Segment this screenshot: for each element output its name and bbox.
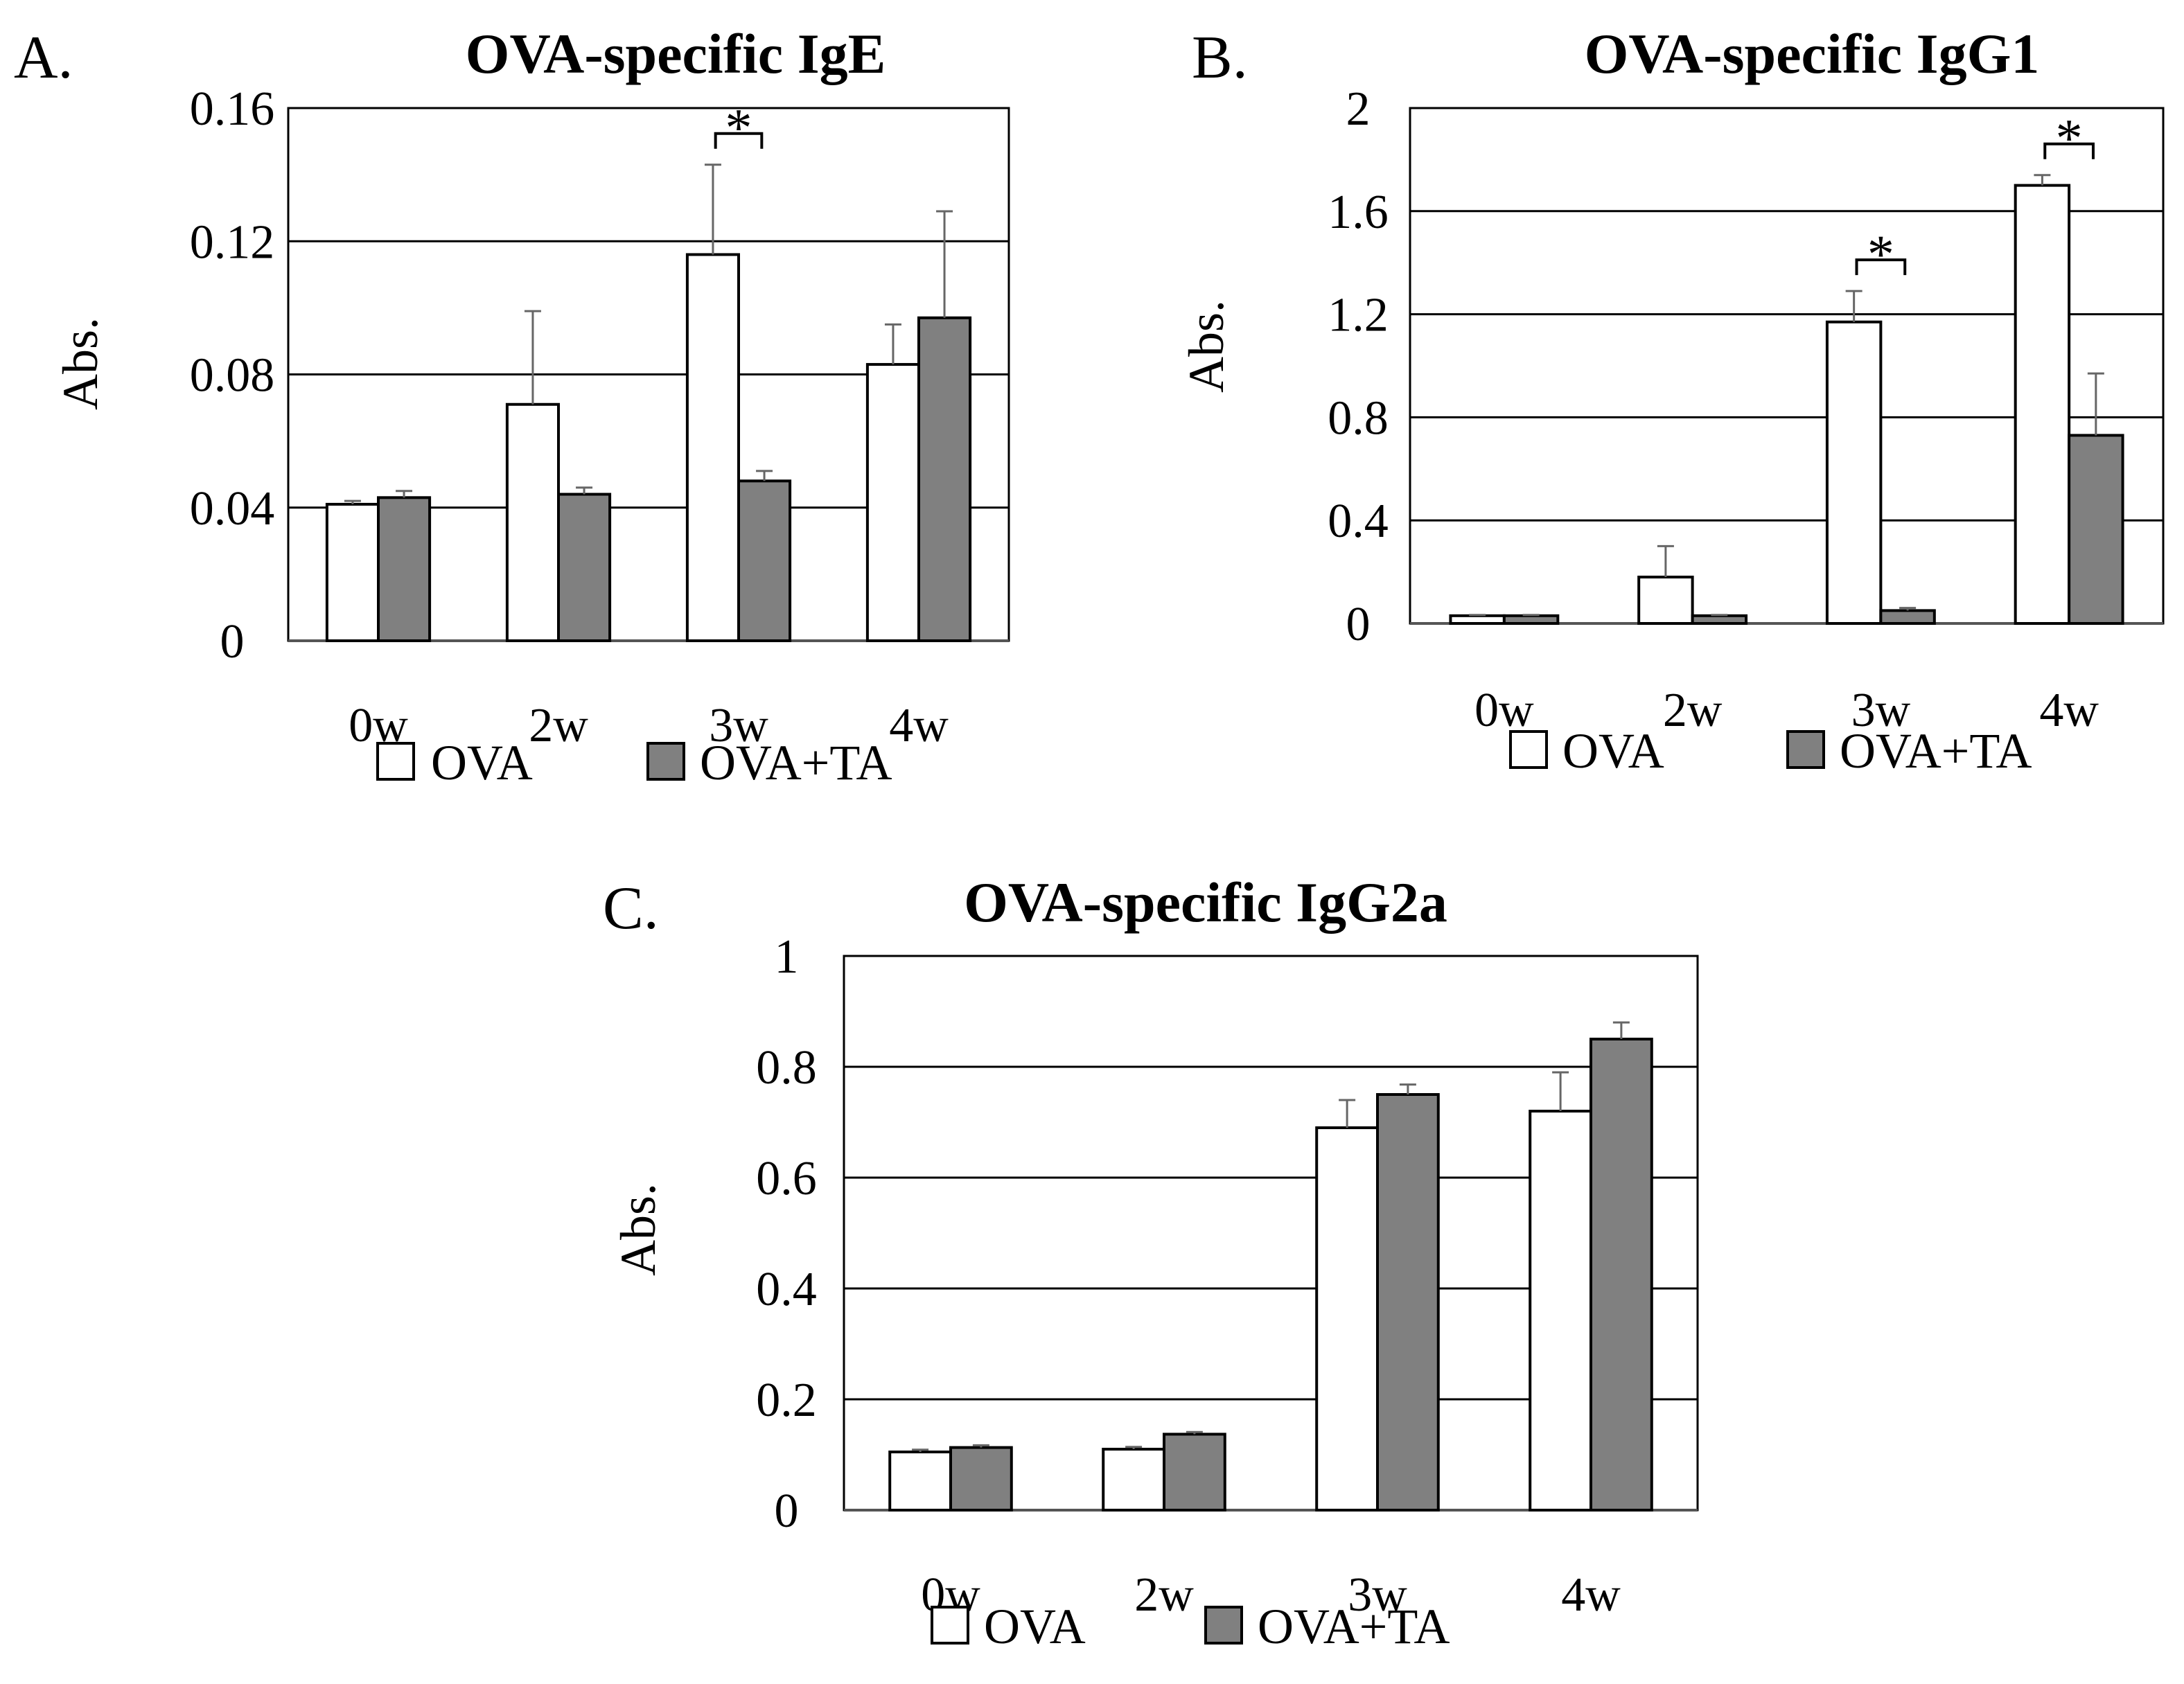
y-tick-label: 0 [1346, 598, 1371, 651]
legend-label-ova-ta: OVA+TA [1258, 1599, 1450, 1654]
y-tick-label: 1.6 [1328, 186, 1389, 239]
bar-ova [1637, 576, 1694, 625]
significance-star: * [725, 98, 752, 158]
x-category-label: 4w [889, 699, 949, 752]
bar-ova-ta [2068, 434, 2124, 625]
y-tick-label: 0.2 [756, 1374, 817, 1427]
y-tick-label: 0 [775, 1484, 799, 1538]
panel-letter: C. [603, 875, 659, 942]
bar-ova-ta [949, 1446, 1013, 1512]
y-tick-label: 0.4 [756, 1263, 817, 1316]
x-category-label: 3w [1851, 684, 1911, 737]
y-tick-label: 0.16 [190, 82, 275, 136]
y-tick-label: 0.6 [756, 1152, 817, 1205]
y-tick-label: 1.2 [1328, 289, 1389, 342]
bar-ova-ta [1502, 614, 1560, 626]
x-category-label: 2w [529, 699, 588, 752]
legend-label-ova-ta: OVA+TA [1840, 723, 2032, 779]
bar-ova [1102, 1448, 1165, 1512]
bar-ova-ta [917, 316, 972, 642]
chart-title: OVA-specific IgE [466, 22, 886, 85]
bar-ova [2014, 184, 2071, 626]
significance-bracket [1855, 258, 1907, 276]
x-category-label: 0w [1474, 684, 1534, 737]
y-tick-label: 0.4 [1328, 495, 1389, 548]
bar-ova-ta [1691, 614, 1748, 626]
bar-ova-ta [1376, 1093, 1440, 1512]
legend-label-ova-ta: OVA+TA [700, 735, 892, 790]
y-tick-label: 2 [1346, 82, 1371, 136]
legend-swatch-ova-ta [1786, 730, 1825, 769]
y-tick-label: 0.04 [190, 482, 275, 535]
x-category-label: 2w [1134, 1568, 1194, 1622]
y-axis-label: Abs. [53, 317, 108, 410]
bar-ova-ta [737, 479, 792, 642]
panel-letter: A. [14, 24, 73, 91]
bar-ova-ta [1879, 609, 1936, 626]
chart-title: OVA-specific IgG2a [964, 871, 1447, 934]
significance-star: * [2056, 108, 2083, 168]
legend-label-ova: OVA [1562, 723, 1664, 779]
bar-ova [325, 502, 380, 642]
legend-swatch-ova [1509, 730, 1548, 769]
bar-ova-ta [1589, 1038, 1653, 1512]
significance-bracket [714, 132, 764, 149]
y-axis-label: Abs. [610, 1183, 666, 1276]
bar-ova [685, 253, 741, 643]
legend-swatch-ova [376, 742, 415, 781]
legend-label-ova: OVA [431, 735, 533, 790]
x-category-label: 3w [1348, 1568, 1407, 1622]
bar-ova-ta [1163, 1433, 1226, 1512]
panel-letter: B. [1192, 24, 1248, 91]
bar-ova [1315, 1126, 1379, 1512]
bar-ova [1529, 1110, 1592, 1512]
legend-swatch-ova-ta [1204, 1606, 1243, 1645]
y-tick-label: 0.12 [190, 215, 275, 269]
y-tick-label: 0.8 [1328, 391, 1389, 445]
x-category-label: 3w [709, 699, 768, 752]
bar-ova [865, 363, 921, 642]
chart-title: OVA-specific IgG1 [1585, 22, 2040, 85]
legend-swatch-ova [931, 1606, 969, 1645]
bar-ova-ta [377, 496, 432, 642]
x-category-label: 4w [1561, 1568, 1621, 1622]
y-tick-label: 0 [220, 615, 245, 668]
bar-ova [1449, 614, 1506, 626]
significance-star: * [1867, 224, 1894, 284]
y-tick-label: 0.8 [756, 1041, 817, 1094]
y-axis-label: Abs. [1179, 300, 1234, 393]
bar-ova [888, 1451, 952, 1512]
bar-ova [1825, 320, 1883, 625]
y-tick-label: 0.08 [190, 349, 275, 402]
x-category-label: 2w [1663, 684, 1723, 737]
bar-ova [505, 402, 561, 642]
legend-swatch-ova-ta [646, 742, 685, 781]
y-tick-label: 1 [775, 930, 799, 984]
bar-ova-ta [557, 493, 612, 643]
x-category-label: 4w [2039, 684, 2099, 737]
legend-label-ova: OVA [984, 1599, 1086, 1654]
significance-bracket [2043, 142, 2095, 159]
